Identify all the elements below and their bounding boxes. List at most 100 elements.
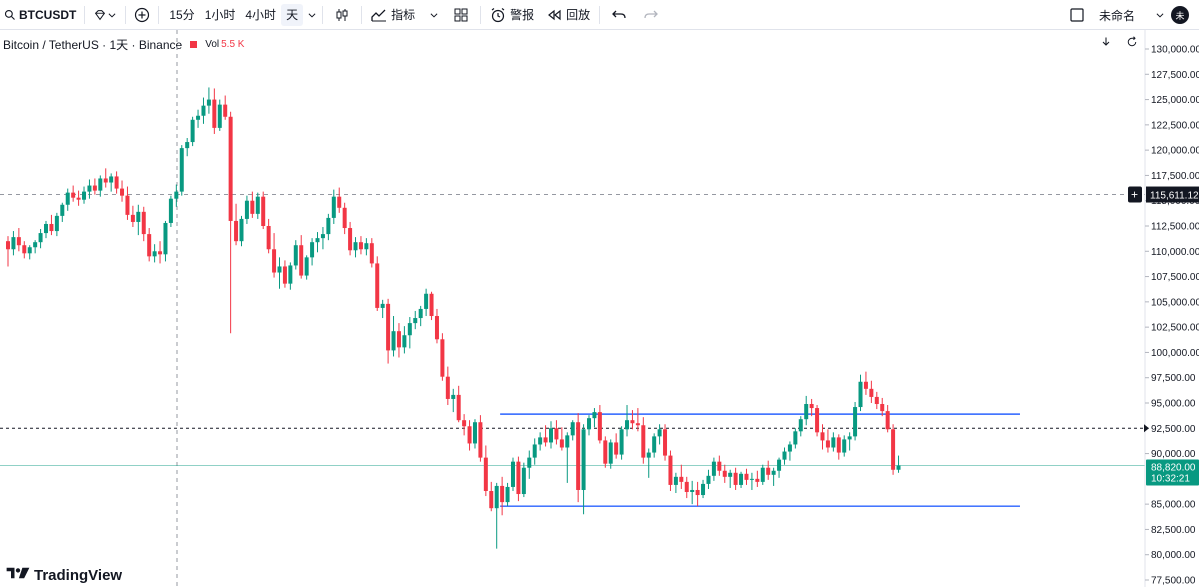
candle-body (71, 192, 76, 198)
layout-name[interactable]: 未命名 (1098, 8, 1135, 23)
candle (272, 233, 277, 278)
candle-body (706, 475, 711, 484)
candle-body (255, 196, 260, 214)
avatar[interactable]: 未 (1171, 6, 1189, 24)
candle (652, 433, 657, 458)
candle-body (701, 483, 706, 496)
symbol-search[interactable]: BTCUSDT (0, 0, 81, 30)
candle-body (299, 245, 304, 276)
chevron-down-icon (108, 12, 116, 18)
candle-body (82, 191, 87, 200)
candle (538, 432, 543, 451)
divider (599, 5, 601, 24)
candle-body (185, 142, 190, 149)
divider (158, 5, 160, 24)
indicators-button[interactable]: 指标 (365, 0, 445, 30)
candle-body (326, 217, 331, 235)
candle (228, 111, 233, 334)
download-arrow-icon[interactable] (1100, 36, 1112, 48)
candle (478, 415, 483, 462)
candle-body (467, 426, 472, 444)
candle-body (125, 195, 130, 215)
candle (885, 405, 890, 433)
candle-body (722, 470, 727, 477)
candle-body (787, 444, 792, 452)
undo-button[interactable] (603, 0, 635, 30)
candle (733, 467, 738, 490)
candle-body (27, 247, 32, 254)
candle (299, 235, 304, 279)
candle (212, 88, 217, 134)
interval-1d[interactable]: 天 (281, 3, 304, 26)
candle-body (532, 444, 537, 458)
candle-body (630, 420, 635, 424)
candle (168, 195, 173, 228)
candle (836, 434, 841, 460)
price-tick-label: 125,000.00 (1151, 95, 1199, 106)
candle-body (825, 440, 830, 448)
candle (315, 232, 320, 253)
price-axis[interactable]: 130,000.00 127,500.00 125,000.00 122,500.00… (1128, 30, 1199, 587)
add-level-button[interactable] (1128, 186, 1142, 203)
layout-square-icon[interactable] (1069, 7, 1085, 23)
candle (717, 455, 722, 476)
candle (239, 215, 244, 247)
compare-symbol-button[interactable] (129, 0, 155, 30)
add-circle-icon (135, 7, 150, 22)
candle-body (315, 238, 320, 243)
templates-button[interactable] (445, 0, 477, 30)
candle (760, 464, 765, 485)
replay-button[interactable]: 回放 (540, 0, 596, 30)
divider (125, 5, 127, 24)
candle-body (304, 257, 309, 276)
candle-body (337, 196, 342, 208)
candle-body (261, 196, 266, 226)
candle-body (434, 316, 439, 340)
price-tick-label: 112,500.00 (1151, 222, 1199, 233)
price-tick-label: 117,500.00 (1151, 171, 1199, 182)
redo-button[interactable] (635, 0, 667, 30)
drawing-lines[interactable] (500, 413, 1020, 507)
candle (114, 171, 119, 194)
candle-body (559, 439, 564, 448)
candle-body (711, 461, 716, 476)
candle (440, 333, 445, 381)
refresh-icon[interactable] (1126, 36, 1138, 48)
volume-value: 5.5 K (221, 39, 245, 50)
alert-button[interactable]: 警报 (484, 0, 540, 30)
symbol-type-button[interactable] (88, 0, 122, 30)
candle-body (462, 420, 467, 427)
interval-15m[interactable]: 15分 (169, 8, 195, 22)
candle (92, 178, 97, 195)
tradingview-logo[interactable]: TradingView (6, 566, 122, 584)
price-chart[interactable]: 130,000.00 127,500.00 125,000.00 122,500.00… (0, 30, 1199, 587)
symbol-description[interactable]: Bitcoin / TetherUS · 1天 · Binance (3, 38, 183, 52)
candle-body (147, 234, 152, 257)
interval-4h[interactable]: 4小时 (245, 8, 277, 22)
candle-body (76, 197, 81, 200)
candle-body (206, 99, 211, 106)
candle-body (272, 249, 277, 273)
candle (820, 424, 825, 450)
candle (576, 413, 581, 503)
candle-body (771, 470, 776, 475)
candle-body (293, 245, 298, 266)
candle-body (695, 489, 700, 496)
candle (320, 227, 325, 250)
candle (6, 236, 10, 267)
price-tick-label: 110,000.00 (1151, 247, 1199, 258)
chevron-down-icon[interactable] (307, 10, 317, 20)
candle (804, 395, 809, 426)
alarm-clock-icon (491, 7, 505, 22)
candle (65, 188, 70, 211)
candle (771, 467, 776, 486)
interval-1h[interactable]: 1小时 (204, 8, 236, 22)
candle-body (413, 318, 418, 324)
candles-icon (336, 8, 348, 21)
candle-body (33, 242, 38, 248)
candle (375, 256, 380, 311)
candle (331, 189, 336, 224)
chart-type-button[interactable] (326, 0, 358, 30)
candle-body (880, 404, 885, 412)
chevron-down-icon[interactable] (1155, 10, 1165, 20)
